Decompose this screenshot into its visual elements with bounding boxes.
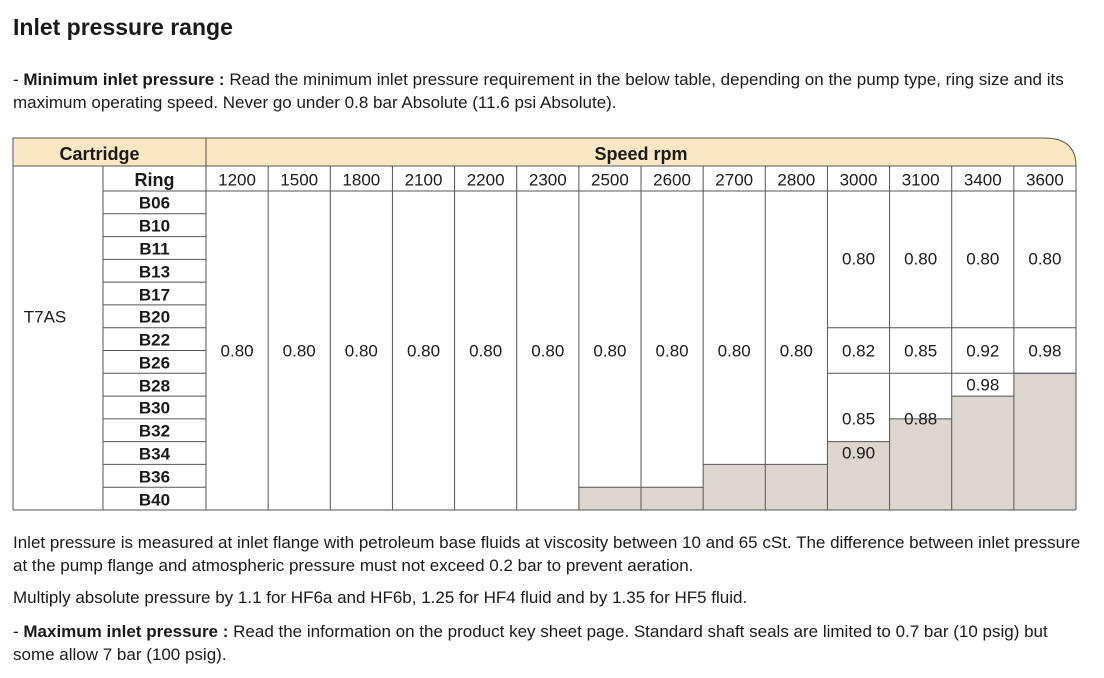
ring-header: Ring: [134, 169, 175, 190]
ring-label: B32: [138, 421, 171, 441]
ring-label: B36: [138, 467, 171, 487]
speed-label: 2200: [466, 170, 505, 189]
table-grid: [12, 137, 1077, 511]
pressure-value: 0.80: [655, 341, 689, 360]
measurement-note: Inlet pressure is measured at inlet flan…: [13, 533, 1081, 575]
speed-label: 2800: [777, 170, 816, 189]
pressure-value: 0.98: [966, 375, 1000, 395]
unavailable-cell: [765, 464, 828, 510]
ring-label: B17: [138, 285, 171, 305]
pump-type: T7AS: [23, 307, 67, 327]
speed-label: 1500: [280, 170, 319, 189]
ring-label: B20: [138, 307, 171, 327]
pressure-value: 0.98: [1028, 341, 1062, 360]
ring-label: B22: [138, 330, 171, 350]
ring-label: B34: [138, 444, 171, 464]
speed-label: 2500: [591, 170, 629, 189]
speed-label: 1800: [342, 170, 381, 189]
pressure-value: 0.80: [220, 341, 254, 360]
header-band: [12, 137, 1077, 167]
pressure-value: 0.80: [779, 341, 813, 360]
pressure-value: 0.80: [966, 249, 1000, 269]
pressure-value: 0.90: [841, 443, 876, 463]
pressure-value: 0.80: [469, 341, 503, 360]
minimum-inlet-label: Minimum inlet pressure :: [23, 70, 225, 89]
maximum-inlet-label: Maximum inlet pressure :: [23, 622, 229, 641]
speed-label: 2600: [653, 170, 691, 189]
pressure-value: 0.85: [904, 341, 938, 360]
unavailable-cell: [578, 487, 641, 510]
pressure-value: 0.80: [841, 249, 876, 269]
ring-label: B11: [139, 239, 170, 259]
ring-label: B26: [138, 353, 171, 373]
unavailable-cell: [641, 487, 704, 510]
pressure-value: 0.80: [406, 341, 441, 360]
page-title: Inlet pressure range: [13, 14, 233, 40]
pressure-value: 0.80: [344, 341, 378, 360]
pressure-value: 0.82: [841, 341, 876, 360]
pressure-value: 0.80: [904, 249, 938, 269]
speed-label: 2100: [404, 170, 443, 189]
ring-label: B10: [138, 216, 171, 236]
pressure-value: 0.85: [841, 409, 876, 429]
unavailable-cell: [1013, 373, 1076, 510]
speed-label: 3100: [901, 170, 940, 189]
pressure-value: 0.80: [282, 341, 316, 360]
pressure-value: 0.80: [531, 341, 565, 360]
unavailable-cell: [827, 441, 890, 510]
pressure-value: 0.92: [966, 341, 1000, 360]
pressure-value: 0.80: [717, 341, 751, 360]
unavailable-cell: [889, 418, 952, 510]
unavailable-cell: [703, 464, 766, 510]
speed-label: 3000: [839, 170, 878, 189]
speed-header: Speed rpm: [594, 144, 688, 164]
speed-label: 3600: [1026, 170, 1064, 189]
unavailable-cell: [951, 396, 1014, 510]
speed-label: 1200: [218, 170, 256, 189]
ring-label: B06: [138, 193, 171, 213]
pressure-value: 0.80: [593, 341, 627, 360]
ring-label: B40: [138, 490, 171, 510]
speed-label: 3400: [963, 170, 1002, 189]
ring-label: B13: [138, 262, 171, 282]
pressure-value: 0.88: [904, 409, 938, 429]
ring-label: B28: [138, 376, 171, 396]
cartridge-header: Cartridge: [59, 144, 140, 164]
ring-label: B30: [138, 398, 171, 418]
pressure-value: 0.80: [1028, 249, 1062, 269]
speed-label: 2300: [528, 170, 567, 189]
speed-label: 2700: [715, 170, 754, 189]
inlet-pressure-table: Cartridge Speed rpm Ring 1200 1500 1800 2100 22…: [12, 137, 1077, 511]
minimum-inlet-note: - Minimum inlet pressure : Read the mini…: [13, 70, 1064, 112]
maximum-inlet-note: - Maximum inlet pressure : Read the info…: [13, 622, 1048, 664]
multiplier-note: Multiply absolute pressure by 1.1 for HF…: [13, 588, 748, 607]
